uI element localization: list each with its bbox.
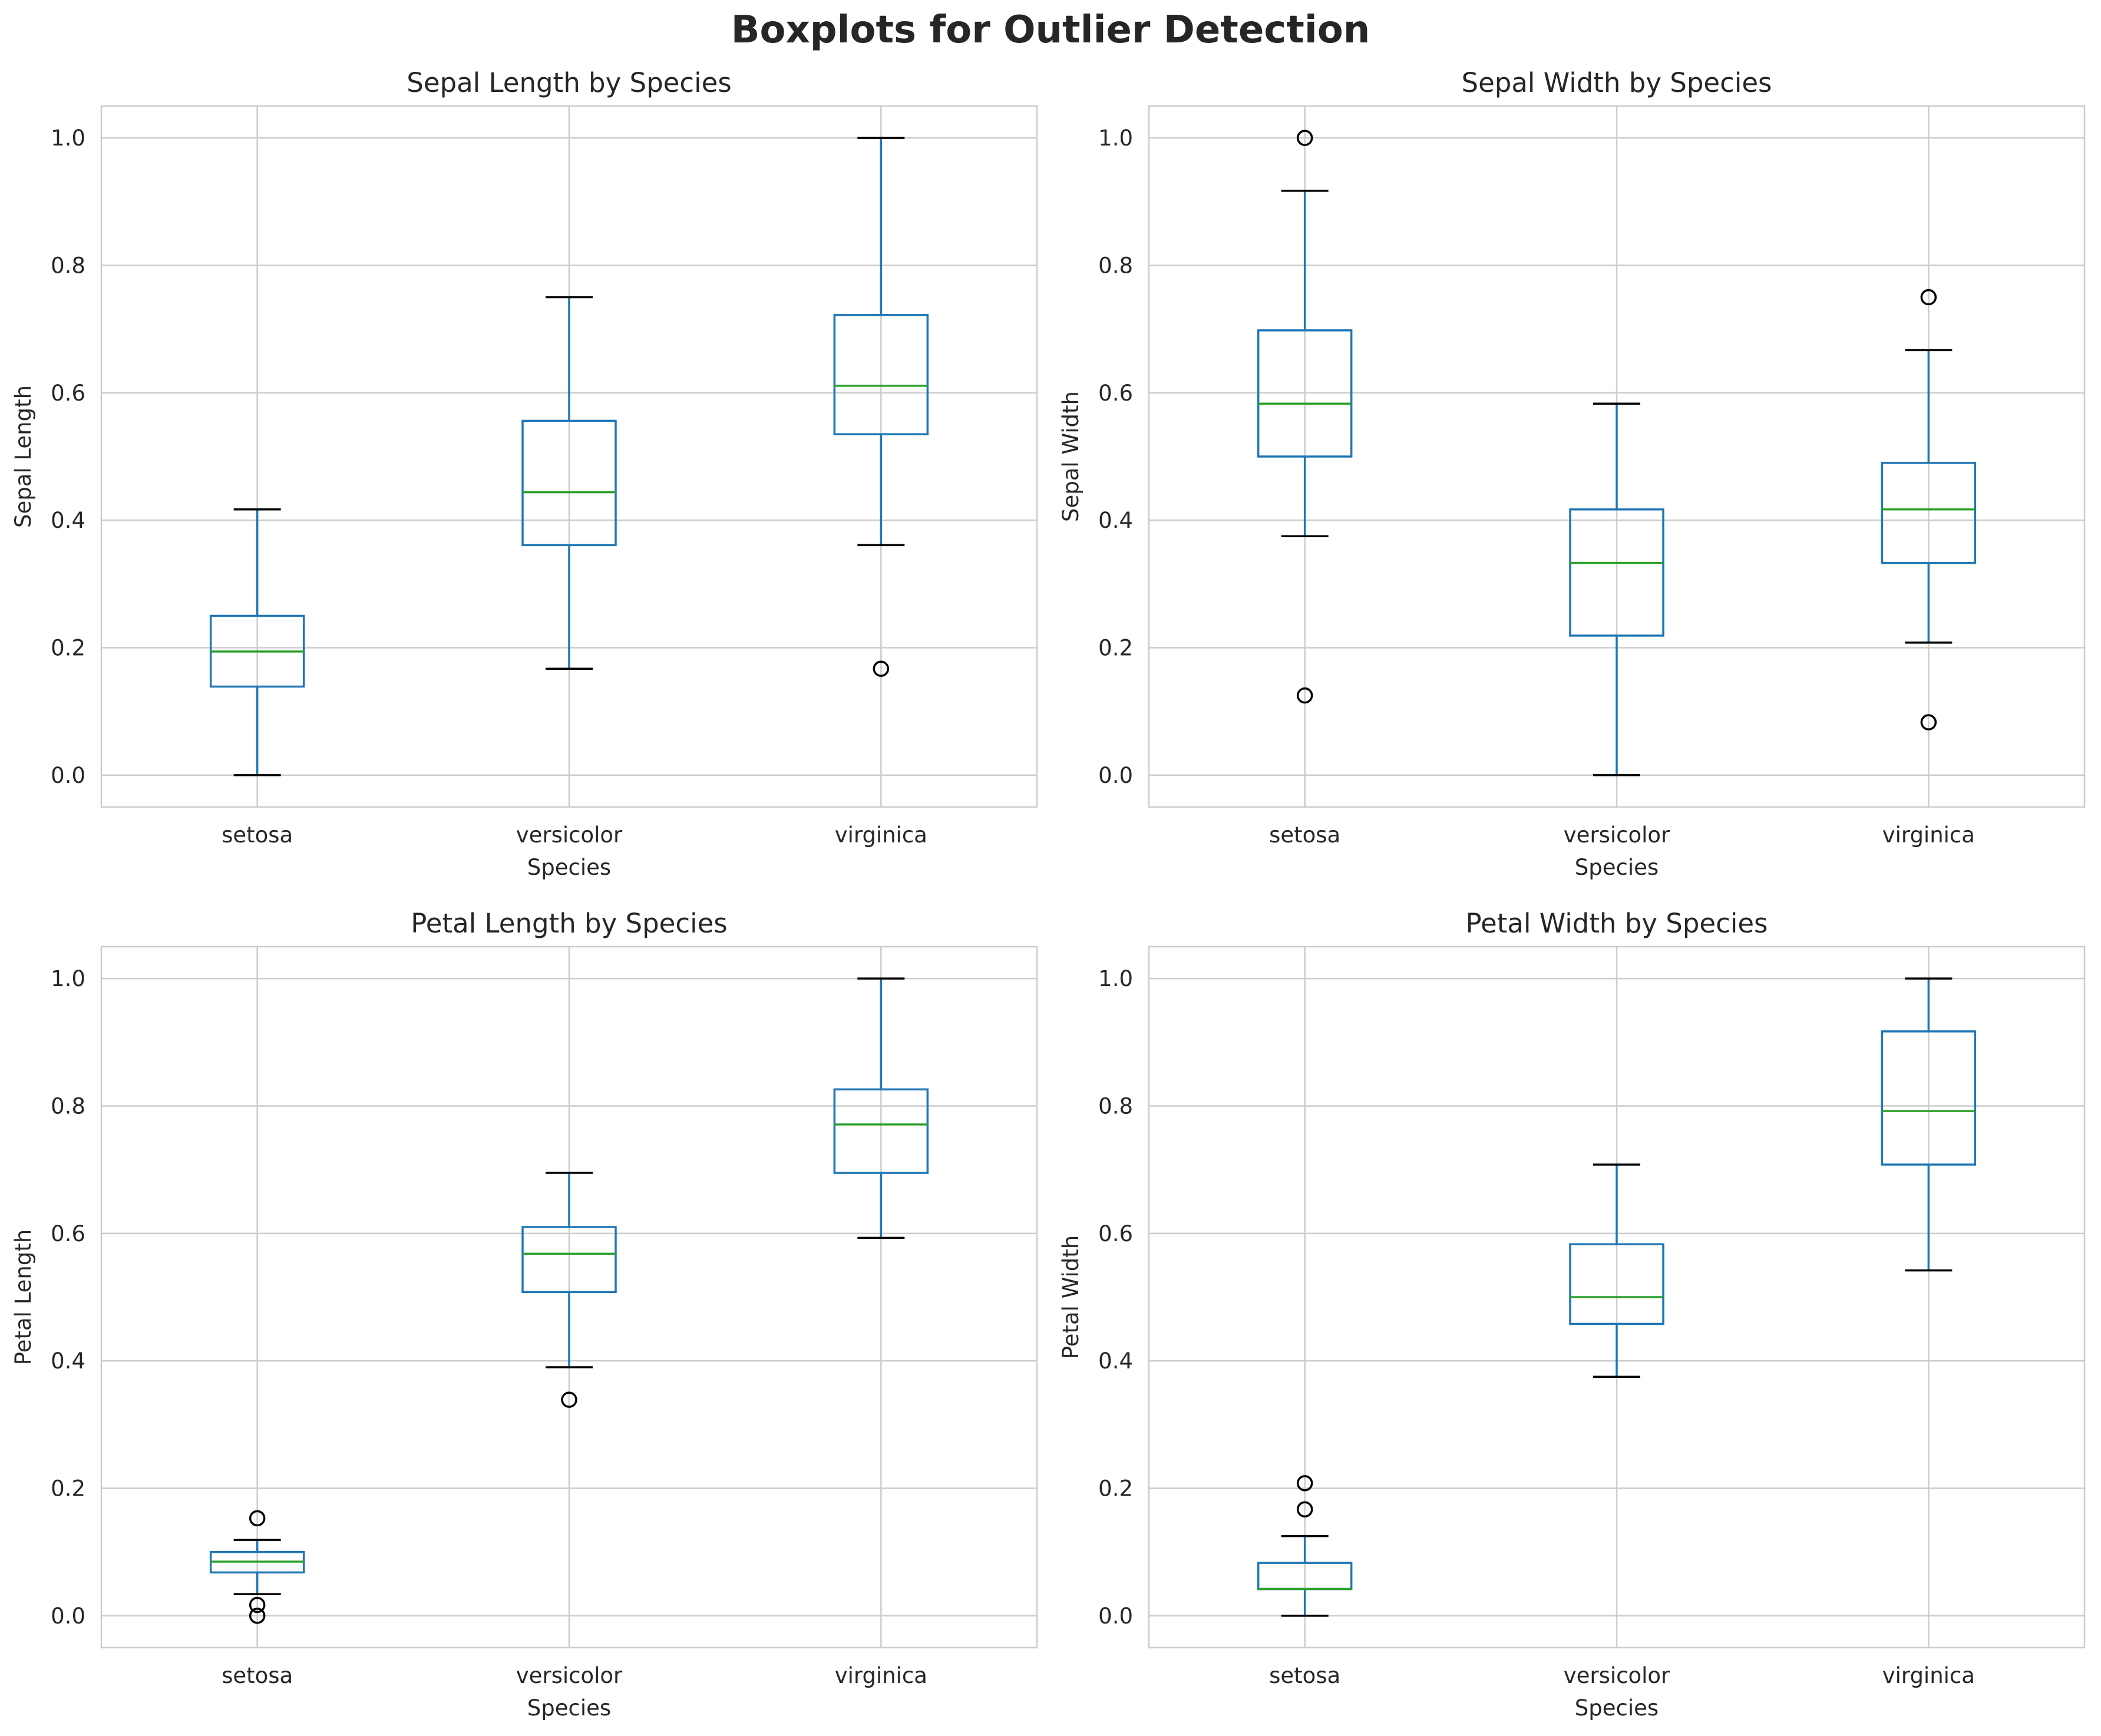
y-tick-label: 1.0	[51, 966, 85, 991]
outlier-point	[249, 1596, 266, 1613]
panel-title: Petal Width by Species	[1466, 908, 1768, 939]
box-virginica	[833, 977, 929, 1239]
box-versicolor	[521, 1172, 617, 1408]
outlier-point	[1920, 714, 1937, 730]
outlier-point	[873, 660, 890, 677]
x-tick-label-setosa: setosa	[1269, 1663, 1340, 1688]
iqr-box	[521, 1226, 617, 1294]
y-tick-label: 1.0	[51, 125, 85, 151]
y-tick-label: 0.0	[51, 1603, 85, 1629]
outlier-point	[249, 1608, 266, 1624]
iqr-box	[833, 314, 929, 435]
y-tick-label: 0.0	[1098, 1603, 1133, 1629]
x-tick-label-setosa: setosa	[222, 822, 293, 848]
plot-frame	[100, 105, 1038, 808]
panel-title: Sepal Length by Species	[407, 67, 731, 98]
outlier-point	[561, 1391, 577, 1408]
x-axis-label: Species	[1575, 855, 1659, 880]
y-tick-label: 0.8	[1098, 1093, 1133, 1119]
y-tick-label: 0.6	[51, 1221, 85, 1246]
iqr-box	[1569, 1243, 1664, 1325]
box-setosa	[209, 508, 305, 776]
outlier-point	[1296, 1501, 1313, 1517]
x-tick-label-virginica: virginica	[835, 1663, 927, 1688]
outlier-point	[1296, 1475, 1313, 1492]
y-tick-label: 0.2	[51, 1476, 85, 1502]
box-versicolor	[1569, 402, 1664, 776]
box-virginica	[1881, 977, 1977, 1272]
y-tick-label: 0.0	[1098, 763, 1133, 788]
box-virginica	[1881, 289, 1977, 730]
panel-title: Petal Length by Species	[411, 908, 727, 939]
box-setosa	[1257, 130, 1353, 704]
iqr-box	[1569, 508, 1664, 637]
outlier-point	[1296, 687, 1313, 704]
y-tick-label: 0.4	[51, 1348, 85, 1374]
box-setosa	[1257, 1475, 1353, 1617]
iqr-box	[1881, 1030, 1977, 1166]
box-setosa	[209, 1510, 305, 1624]
x-tick-label-virginica: virginica	[1882, 1663, 1975, 1688]
panel-4: Petal Width by Species 0.0 0.2 0.4 0.6 0.8 1.0…	[1058, 908, 2086, 1721]
y-tick-label: 0.4	[51, 508, 85, 533]
x-tick-label-virginica: virginica	[1882, 822, 1975, 848]
x-tick-label-versicolor: versicolor	[516, 822, 623, 848]
iqr-box	[1257, 329, 1353, 458]
x-tick-label-setosa: setosa	[1269, 822, 1340, 848]
y-tick-label: 0.8	[1098, 253, 1133, 278]
x-tick-label-virginica: virginica	[835, 822, 927, 848]
panel-title: Sepal Width by Species	[1462, 67, 1772, 98]
y-tick-label: 0.6	[1098, 381, 1133, 406]
y-tick-label: 0.2	[51, 636, 85, 661]
x-tick-label-versicolor: versicolor	[1564, 822, 1670, 848]
y-tick-label: 0.4	[1098, 508, 1133, 533]
outlier-point	[249, 1510, 266, 1527]
x-axis-label: Species	[527, 855, 611, 880]
y-axis-label: Sepal Length	[11, 385, 36, 528]
x-tick-label-versicolor: versicolor	[516, 1663, 623, 1688]
box-virginica	[833, 137, 929, 677]
y-axis-label: Sepal Width	[1058, 391, 1083, 522]
y-tick-label: 0.0	[51, 763, 85, 788]
y-tick-label: 0.8	[51, 253, 85, 278]
outlier-point	[1296, 130, 1313, 146]
x-axis-label: Species	[527, 1695, 611, 1721]
plot-frame	[1148, 105, 2086, 808]
iqr-box	[521, 419, 617, 547]
plot-frame	[100, 945, 1038, 1649]
y-tick-label: 1.0	[1098, 966, 1133, 991]
figure-title: Boxplots for Outlier Detection	[731, 8, 1370, 52]
iqr-box	[1881, 462, 1977, 564]
y-axis-label: Petal Width	[1058, 1235, 1083, 1359]
y-tick-label: 0.8	[51, 1093, 85, 1119]
y-tick-label: 0.2	[1098, 636, 1133, 661]
x-tick-label-versicolor: versicolor	[1564, 1663, 1670, 1688]
box-versicolor	[1569, 1163, 1664, 1378]
y-tick-label: 0.6	[51, 381, 85, 406]
outlier-point	[1920, 289, 1937, 306]
panel-3: Petal Length by Species 0.0 0.2 0.4 0.6 0.8 1.…	[11, 908, 1038, 1721]
y-tick-label: 1.0	[1098, 125, 1133, 151]
panel-1: Sepal Length by Species 0.0 0.2 0.4 0.6 0.8 1.…	[11, 67, 1038, 880]
box-versicolor	[521, 296, 617, 670]
x-tick-label-setosa: setosa	[222, 1663, 293, 1688]
panel-2: Sepal Width by Species 0.0 0.2 0.4 0.6 0.8 1.0…	[1058, 67, 2086, 880]
y-axis-label: Petal Length	[11, 1229, 36, 1365]
y-tick-label: 0.2	[1098, 1476, 1133, 1502]
x-axis-label: Species	[1575, 1695, 1659, 1721]
y-tick-label: 0.6	[1098, 1221, 1133, 1246]
y-tick-label: 0.4	[1098, 1348, 1133, 1374]
plot-frame	[1148, 945, 2086, 1649]
iqr-box	[833, 1088, 929, 1174]
